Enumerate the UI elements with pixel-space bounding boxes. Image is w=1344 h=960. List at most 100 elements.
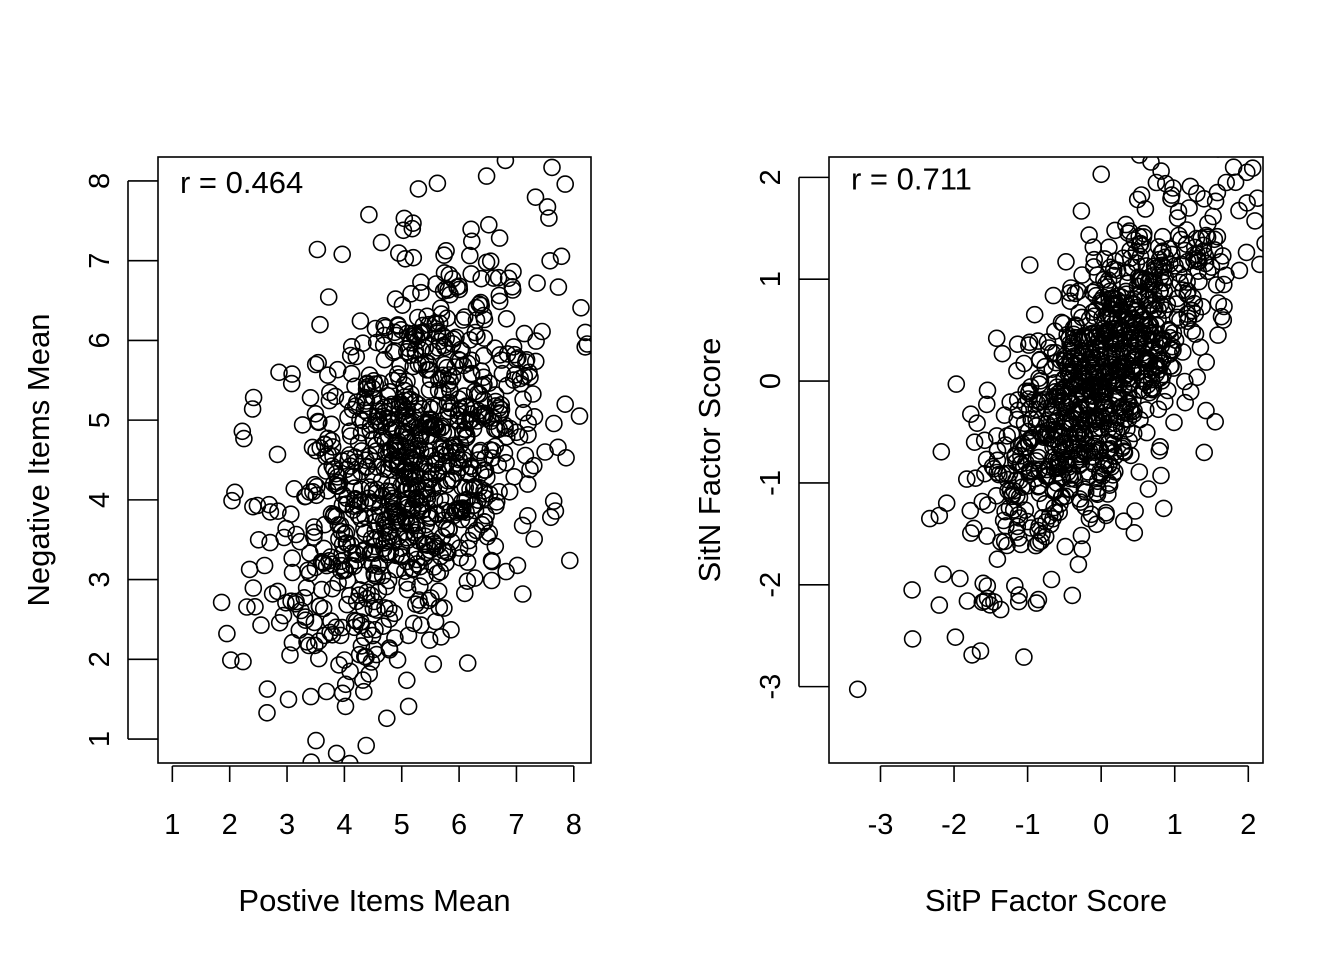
- data-point: [301, 687, 320, 706]
- data-point: [412, 283, 430, 302]
- data-point: [322, 504, 341, 523]
- data-point: [1126, 502, 1144, 520]
- data-point: [1188, 368, 1206, 387]
- data-point: [848, 680, 867, 699]
- x-tick-label: 4: [336, 809, 352, 841]
- data-point: [975, 431, 994, 450]
- data-point: [1139, 480, 1158, 498]
- data-point: [1248, 189, 1263, 207]
- data-point: [961, 405, 980, 424]
- data-point: [462, 220, 480, 239]
- data-point: [429, 582, 448, 601]
- data-point: [413, 488, 432, 507]
- data-point: [378, 545, 397, 564]
- x-tick-label: -1: [1015, 809, 1041, 841]
- data-point: [1123, 373, 1141, 392]
- data-point: [238, 598, 256, 616]
- data-point: [992, 533, 1010, 551]
- x-tick-label: 6: [451, 809, 467, 841]
- data-point: [212, 593, 231, 612]
- data-point: [1207, 276, 1226, 294]
- data-point: [412, 616, 430, 634]
- data-point: [1048, 464, 1067, 482]
- data-point: [315, 554, 333, 573]
- data-point: [328, 477, 347, 495]
- data-point: [341, 346, 360, 365]
- data-point: [455, 308, 474, 326]
- data-point: [966, 469, 985, 488]
- data-point: [305, 518, 323, 536]
- data-point: [324, 447, 342, 466]
- data-point: [420, 631, 439, 649]
- data-point: [309, 649, 328, 668]
- data-point: [985, 459, 1003, 478]
- data-point: [1094, 379, 1112, 398]
- data-point: [932, 442, 951, 461]
- data-point: [1108, 390, 1126, 408]
- x-tick-label: 0: [1093, 809, 1109, 841]
- data-point: [352, 423, 371, 442]
- data-point: [1100, 474, 1118, 493]
- data-point: [363, 556, 382, 574]
- data-point: [409, 395, 428, 414]
- data-point: [1021, 461, 1039, 480]
- data-point: [1027, 594, 1046, 612]
- data-point: [1087, 515, 1106, 534]
- data-point: [243, 400, 262, 418]
- data-point: [408, 308, 427, 327]
- data-point: [428, 174, 447, 193]
- data-point: [486, 386, 505, 404]
- data-point: [381, 482, 399, 501]
- data-point: [1008, 517, 1027, 536]
- data-point: [347, 592, 366, 611]
- data-point: [393, 296, 412, 315]
- data-point: [456, 420, 474, 439]
- data-point: [332, 522, 351, 541]
- data-point: [497, 562, 515, 581]
- data-point: [365, 544, 384, 563]
- data-point: [366, 513, 385, 531]
- data-point: [335, 525, 354, 543]
- data-point: [1046, 482, 1064, 501]
- data-point: [1153, 227, 1172, 246]
- data-point: [469, 402, 488, 420]
- x-tick-label: 1: [164, 809, 180, 841]
- data-point: [515, 324, 534, 343]
- data-point: [503, 277, 522, 296]
- y-tick-label: 0: [755, 373, 787, 389]
- data-point: [395, 388, 414, 406]
- data-point: [1054, 314, 1073, 333]
- data-point: [975, 592, 994, 610]
- data-point: [341, 754, 359, 763]
- data-point: [402, 284, 420, 303]
- data-point: [423, 400, 442, 418]
- data-point: [436, 355, 454, 374]
- data-point: [1136, 289, 1154, 308]
- data-point: [1084, 325, 1102, 344]
- data-point: [1130, 463, 1149, 481]
- y-tick-label: 3: [84, 572, 116, 588]
- correlation-annotation: r = 0.464: [180, 165, 303, 200]
- plot-frame: [157, 156, 592, 764]
- data-point: [1019, 390, 1038, 408]
- data-point: [1279, 93, 1295, 109]
- data-point: [1143, 326, 1161, 345]
- data-point: [255, 556, 274, 575]
- data-point: [246, 597, 264, 616]
- data-point: [526, 188, 545, 206]
- data-point: [1104, 466, 1122, 484]
- data-point: [1121, 249, 1140, 268]
- data-point: [352, 616, 370, 635]
- data-point: [428, 505, 446, 524]
- data-point: [430, 314, 449, 333]
- data-point: [1064, 325, 1083, 344]
- data-point: [457, 503, 475, 522]
- correlation-annotation: r = 0.711: [851, 161, 972, 196]
- data-point: [1085, 307, 1103, 326]
- data-point: [392, 545, 411, 564]
- data-point: [437, 554, 455, 572]
- data-point: [1130, 157, 1148, 164]
- data-point: [341, 422, 360, 441]
- data-point: [282, 374, 301, 393]
- x-tick-label: 5: [394, 809, 410, 841]
